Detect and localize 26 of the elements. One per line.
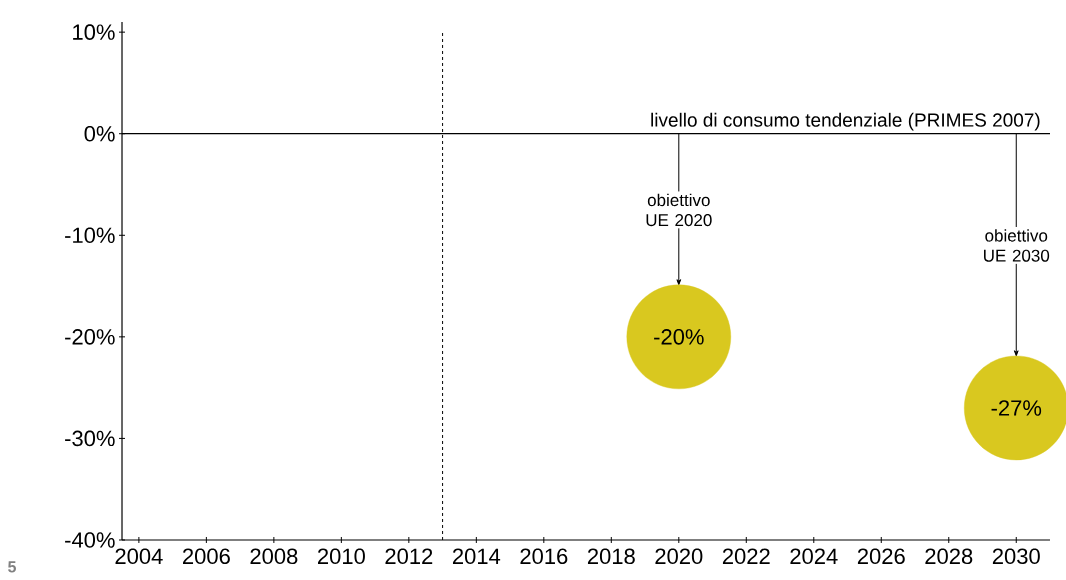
x-tick-label: 2010: [317, 548, 365, 565]
x-tick-label: 2012: [385, 548, 433, 565]
x-tick-label: 2020: [655, 548, 703, 565]
y-tick-label: 0%: [84, 125, 115, 142]
y-tick-label: -10%: [65, 227, 115, 244]
annotation: obiettivo UE 2030: [984, 229, 1050, 262]
data-label: -27%: [991, 400, 1042, 416]
x-tick-label: 2030: [992, 548, 1040, 565]
x-tick-label: 2028: [925, 548, 973, 565]
x-tick-label: 2008: [250, 548, 298, 565]
x-tick-label: 2022: [722, 548, 770, 565]
data-label: -20%: [654, 329, 704, 345]
x-tick-label: 2004: [115, 548, 163, 565]
y-tick-label: -40%: [65, 532, 115, 548]
x-tick-label: 2018: [587, 548, 635, 565]
ref-line-label: livello di consumo tendenziale (PRIMES 2007): [651, 112, 1040, 131]
y-tick-label: -30%: [65, 430, 115, 447]
annotation: obiettivo UE 2020: [646, 193, 712, 227]
x-tick-label: 2014: [452, 548, 501, 565]
y-tick-label: -20%: [65, 329, 115, 345]
x-tick-label: 2024: [790, 548, 838, 565]
y-tick-label: 10%: [73, 24, 115, 40]
x-tick-label: 2006: [183, 548, 230, 565]
x-tick-label: 2016: [520, 548, 568, 565]
text: 5: [8, 561, 16, 573]
x-tick-label: 2026: [857, 548, 905, 565]
